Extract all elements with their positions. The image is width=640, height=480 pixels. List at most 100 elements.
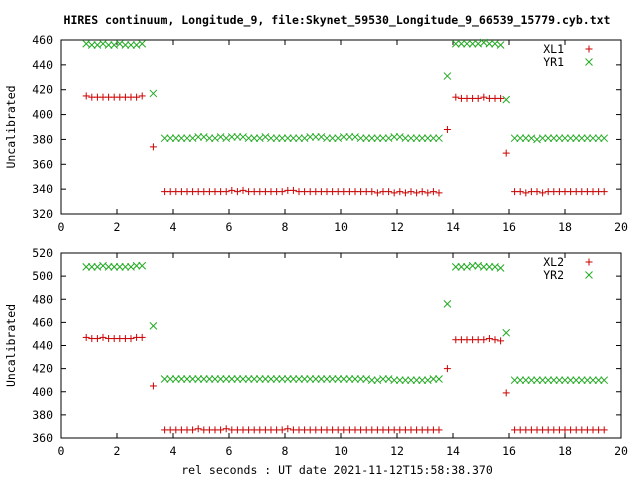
- marker-stroke: [435, 134, 443, 143]
- marker-stroke: [544, 376, 553, 385]
- marker-stroke: [356, 134, 365, 143]
- y-tick-label: 360: [32, 157, 53, 171]
- data-point: [413, 189, 421, 197]
- data-point: [479, 263, 488, 271]
- marker-stroke: [502, 328, 511, 337]
- data-point: [373, 189, 381, 197]
- data-point: [233, 188, 241, 196]
- marker-stroke: [412, 376, 421, 385]
- data-point: [104, 263, 113, 271]
- y-tick-label: 400: [32, 385, 53, 399]
- data-point: [127, 41, 135, 49]
- x-tick-label: 6: [226, 444, 233, 458]
- marker-stroke: [272, 134, 281, 143]
- data-point: [468, 261, 477, 270]
- data-point: [566, 376, 575, 385]
- data-point: [166, 134, 175, 143]
- data-point: [502, 328, 511, 337]
- marker-stroke: [132, 261, 141, 270]
- data-point: [115, 263, 124, 271]
- data-point: [401, 189, 409, 197]
- marker-stroke: [339, 375, 348, 383]
- data-point: [283, 134, 292, 143]
- data-point: [244, 134, 253, 143]
- data-point: [82, 333, 90, 341]
- data-point: [443, 125, 451, 133]
- data-point: [538, 376, 547, 385]
- marker-stroke: [239, 375, 247, 383]
- data-point: [149, 89, 158, 98]
- y-axis-label: Uncalibrated: [4, 85, 18, 168]
- data-point: [435, 189, 443, 197]
- marker-stroke: [188, 134, 197, 143]
- marker-stroke: [222, 134, 231, 143]
- marker-stroke: [502, 95, 511, 104]
- y-tick-label: 340: [32, 182, 53, 196]
- data-point: [443, 72, 452, 80]
- x-tick-label: 20: [614, 220, 628, 234]
- marker-stroke: [510, 376, 519, 385]
- data-point: [600, 376, 609, 385]
- data-point: [283, 375, 292, 383]
- marker-stroke: [93, 41, 102, 49]
- marker-stroke: [435, 375, 443, 383]
- data-point: [323, 375, 331, 383]
- data-point: [600, 134, 609, 143]
- marker-stroke: [205, 134, 214, 143]
- marker-stroke: [577, 376, 586, 385]
- x-tick-label: 2: [114, 444, 121, 458]
- marker-stroke: [561, 376, 569, 385]
- marker-stroke: [149, 321, 158, 330]
- data-point: [367, 376, 376, 385]
- y-tick-label: 500: [32, 269, 53, 283]
- data-point: [194, 425, 202, 433]
- x-tick-label: 0: [58, 220, 65, 234]
- marker-stroke: [87, 263, 96, 271]
- marker-stroke: [250, 134, 259, 143]
- marker-stroke: [521, 134, 530, 143]
- x-tick-label: 4: [170, 220, 177, 234]
- data-point: [555, 376, 564, 385]
- data-point: [549, 134, 558, 143]
- data-point: [339, 375, 348, 383]
- data-point: [457, 39, 466, 48]
- chart-panel-2: 0 2 4 6 8 10 12 14 16 18 20 360 380 400 420 440 460 480 50…: [4, 246, 628, 458]
- marker-stroke: [255, 134, 264, 143]
- marker-stroke: [367, 376, 376, 385]
- marker-stroke: [395, 376, 404, 385]
- marker-stroke: [555, 376, 564, 385]
- data-point: [82, 92, 90, 100]
- data-point: [311, 133, 320, 141]
- marker-stroke: [496, 264, 505, 272]
- marker-stroke: [211, 375, 219, 383]
- x-tick-label: 18: [558, 444, 572, 458]
- data-point: [407, 188, 415, 196]
- marker-stroke: [199, 375, 208, 383]
- data-point: [452, 93, 460, 101]
- marker-stroke: [255, 375, 264, 383]
- marker-stroke: [521, 376, 530, 385]
- data-point: [104, 41, 113, 49]
- data-point: [278, 426, 286, 434]
- data-point: [334, 375, 343, 383]
- marker-stroke: [496, 41, 505, 49]
- data-point: [239, 186, 247, 194]
- y-axis-label: Uncalibrated: [4, 304, 18, 387]
- marker-stroke: [317, 375, 326, 383]
- data-point: [166, 375, 175, 383]
- marker-stroke: [306, 375, 315, 383]
- marker-stroke: [463, 263, 471, 271]
- data-point: [227, 375, 236, 383]
- data-point: [429, 188, 437, 196]
- marker-stroke: [516, 134, 525, 143]
- data-point: [289, 375, 298, 383]
- marker-stroke: [283, 134, 292, 143]
- data-point: [418, 376, 427, 385]
- marker-stroke: [457, 263, 466, 271]
- data-point: [183, 134, 191, 143]
- data-point: [549, 376, 558, 385]
- marker-stroke: [412, 134, 421, 143]
- data-point: [589, 134, 597, 143]
- marker-stroke: [423, 134, 432, 143]
- marker-stroke: [328, 375, 337, 383]
